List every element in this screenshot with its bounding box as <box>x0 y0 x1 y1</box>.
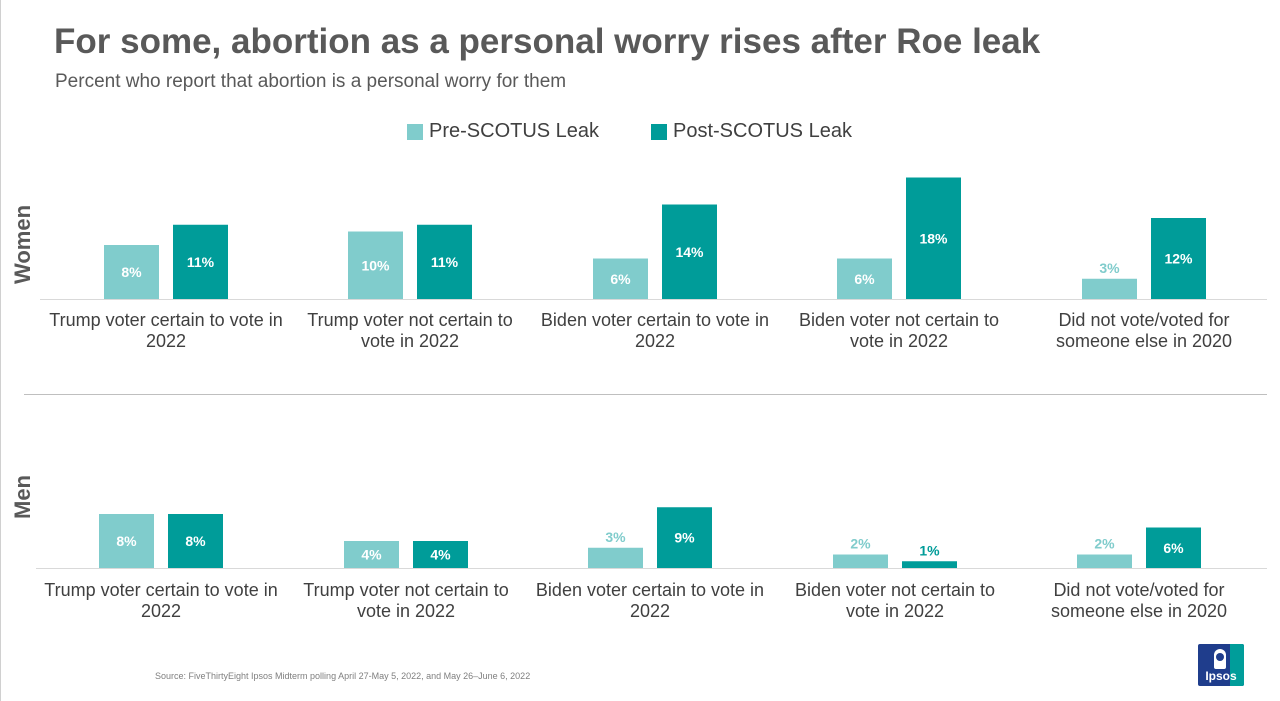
women-category-label-4-line-1: someone else in 2020 <box>1056 331 1232 351</box>
women-data-label-pre-2: 6% <box>610 271 631 287</box>
women-category-label-0-line-1: 2022 <box>146 331 186 351</box>
women-category-label-2-line-0: Biden voter certain to vote in <box>541 310 769 330</box>
men-category-label-2-line-1: 2022 <box>630 601 670 621</box>
men-data-label-post-1: 4% <box>430 547 451 563</box>
women-bar-post-2 <box>662 204 717 299</box>
women-category-label-2-line-1: 2022 <box>635 331 675 351</box>
women-bar-post-3 <box>906 177 961 299</box>
men-bar-pre-4 <box>1077 554 1132 568</box>
men-bar-pre-3 <box>833 554 888 568</box>
women-data-label-pre-0: 8% <box>121 264 142 280</box>
men-bar-post-3 <box>902 561 957 568</box>
women-bar-pre-4 <box>1082 278 1137 299</box>
men-category-label-1-line-0: Trump voter not certain to <box>303 580 508 600</box>
legend-swatch-post <box>651 123 667 140</box>
men-data-label-post-0: 8% <box>185 533 206 549</box>
legend-label-post: Post-SCOTUS Leak <box>673 120 852 142</box>
women-bar-pre-3 <box>837 258 892 299</box>
men-data-label-post-4: 6% <box>1163 540 1184 556</box>
ipsos-logo: Ipsos <box>1198 644 1244 686</box>
legend: Pre-SCOTUS Leak Post-SCOTUS Leak <box>0 120 1280 146</box>
men-data-label-pre-0: 8% <box>116 533 137 549</box>
women-category-label-3-line-1: vote in 2022 <box>850 331 948 351</box>
women-bar-post-4 <box>1151 218 1206 299</box>
men-data-label-post-2: 9% <box>674 530 695 546</box>
men-category-label-2-line-0: Biden voter certain to vote in <box>536 580 764 600</box>
women-bar-pre-2 <box>593 258 648 299</box>
women-bar-pre-0 <box>104 245 159 299</box>
section-divider <box>24 394 1267 395</box>
women-data-label-post-3: 18% <box>919 230 948 246</box>
men-category-label-1-line-1: vote in 2022 <box>357 601 455 621</box>
men-bar-pre-1 <box>344 541 399 568</box>
men-data-label-pre-3: 2% <box>850 536 871 552</box>
chart-title: For some, abortion as a personal worry r… <box>54 22 1041 61</box>
women-data-label-post-0: 11% <box>187 254 215 270</box>
men-category-label-3-line-0: Biden voter not certain to <box>795 580 995 600</box>
men-data-label-pre-1: 4% <box>361 547 382 563</box>
women-category-label-4-line-0: Did not vote/voted for <box>1058 310 1229 330</box>
men-bar-post-2 <box>657 507 712 568</box>
women-category-label-3-line-0: Biden voter not certain to <box>799 310 999 330</box>
legend-label-pre: Pre-SCOTUS Leak <box>429 120 600 142</box>
men-category-label-0-line-0: Trump voter certain to vote in <box>44 580 277 600</box>
chart-subtitle: Percent who report that abortion is a pe… <box>55 71 567 92</box>
men-bar-post-0 <box>168 514 223 568</box>
men-category-label-0-line-1: 2022 <box>141 601 181 621</box>
men-data-label-post-3: 1% <box>919 542 940 558</box>
source-note: Source: FiveThirtyEight Ipsos Midterm po… <box>155 671 531 681</box>
women-category-label-1-line-0: Trump voter not certain to <box>307 310 512 330</box>
left-edge-line <box>0 0 1 701</box>
women-data-label-pre-3: 6% <box>854 271 875 287</box>
women-category-label-0-line-0: Trump voter certain to vote in <box>49 310 282 330</box>
legend-item-post: Post-SCOTUS Leak <box>651 120 852 143</box>
men-bar-post-4 <box>1146 527 1201 568</box>
women-bar-pre-1 <box>348 231 403 299</box>
legend-item-pre: Pre-SCOTUS Leak <box>407 120 599 143</box>
women-data-label-post-1: 11% <box>431 254 459 270</box>
women-bar-post-1 <box>417 224 472 299</box>
men-category-label-3-line-1: vote in 2022 <box>846 601 944 621</box>
women-data-label-post-2: 14% <box>675 244 704 260</box>
women-data-label-post-4: 12% <box>1164 251 1193 267</box>
women-bar-post-0 <box>173 224 228 299</box>
men-category-label-4-line-1: someone else in 2020 <box>1051 601 1227 621</box>
legend-swatch-pre <box>407 123 423 140</box>
men-bar-pre-0 <box>99 514 154 568</box>
men-data-label-pre-4: 2% <box>1094 536 1115 552</box>
women-category-label-1-line-1: vote in 2022 <box>361 331 459 351</box>
men-category-label-4-line-0: Did not vote/voted for <box>1053 580 1224 600</box>
men-bar-post-1 <box>413 541 468 568</box>
women-data-label-pre-4: 3% <box>1099 260 1120 276</box>
men-bar-pre-2 <box>588 547 643 568</box>
women-data-label-pre-1: 10% <box>361 257 390 273</box>
men-data-label-pre-2: 3% <box>605 529 626 545</box>
